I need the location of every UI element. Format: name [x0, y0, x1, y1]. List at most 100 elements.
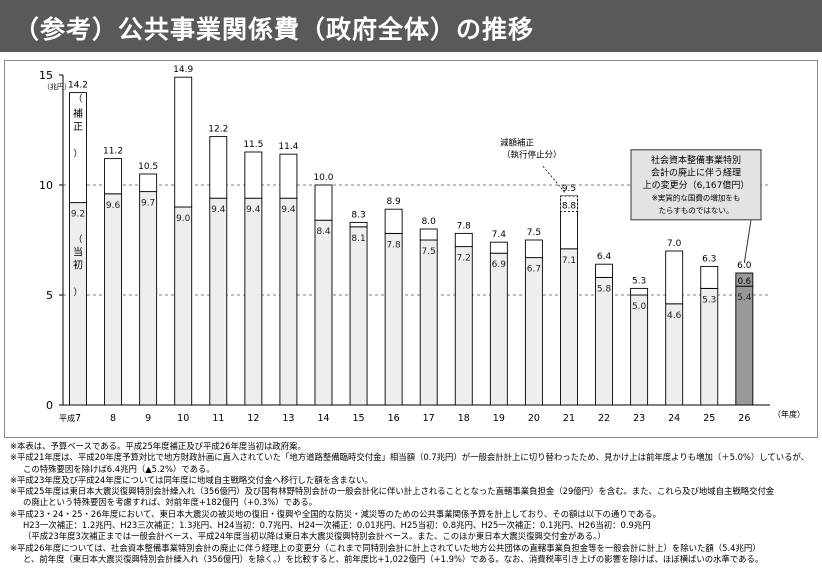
y-tick-label: 0: [46, 399, 53, 412]
x-tick-label: 17: [423, 413, 435, 424]
title-bar: （参考）公共事業関係費（政府全体）の推移: [0, 0, 822, 52]
x-tick-label: 7: [75, 413, 81, 424]
total-label: 5.3: [632, 276, 646, 286]
callout-text: 会計の廃止に伴う経理: [651, 166, 741, 178]
bar-supplementary: [454, 232, 473, 248]
bar-initial: [244, 197, 263, 406]
y-unit-label: （兆円）: [43, 82, 71, 91]
x-tick-label: 12: [247, 413, 259, 424]
reduction-value-label: 8.8: [562, 201, 577, 211]
bar-supplementary: [489, 241, 508, 254]
bar-initial: [314, 219, 333, 406]
bar-supplementary: [384, 208, 403, 234]
total-label: 10.0: [313, 173, 333, 183]
x-tick-label: 11: [212, 413, 224, 424]
legend-initial-char: 当: [73, 245, 83, 258]
note-line: （平成23年度3次補正までは一般会計ベース、平成24年度当初以降は東日本大震災復…: [23, 531, 606, 542]
bar-supplementary: [314, 184, 333, 221]
total-label: 8.9: [386, 197, 401, 207]
note-line: この特殊要因を除けば6.4兆円（▲5.2%）である。: [23, 463, 215, 474]
x-tick-label: 13: [282, 413, 294, 424]
bar-supplementary: [104, 158, 123, 195]
chart-frame: 0 5 10 15 （兆円） 平成 （年度） 14.2 9.2 7 11.2 9.6 8 10.5 9.7 9…: [4, 60, 818, 438]
total-label: 12.2: [208, 125, 228, 135]
total-label: 14.9: [173, 65, 193, 75]
x-tick-label: 8: [110, 413, 116, 424]
callout-pointer: [743, 219, 752, 264]
x-unit-label: （年度）: [773, 409, 805, 419]
initial-label: 7.2: [457, 254, 471, 264]
total-label: 6.3: [702, 254, 716, 264]
bar-supplementary: [630, 287, 649, 296]
bar-supplementary: [524, 239, 543, 259]
x-tick-label: 26: [738, 413, 750, 424]
total-label: 7.4: [492, 230, 507, 240]
total-label: 6.4: [597, 252, 612, 262]
footnotes: ※本表は、予算ベースである。平成25年度補正及び平成26年度当初は政府案。 ※平…: [10, 441, 818, 565]
bar-initial: [279, 197, 298, 406]
total-label: 7.5: [527, 228, 541, 238]
x-prefix-label: 平成: [59, 413, 75, 423]
x-tick-label: 16: [388, 413, 400, 424]
bar-initial: [489, 252, 508, 406]
x-tick-label: 19: [493, 413, 505, 424]
note-line: の廃止という特殊要因を考慮すれば、対前年度+182億円（+0.3%）である。: [23, 497, 318, 508]
bar-supplementary: [139, 173, 158, 193]
initial-label: 6.7: [527, 265, 541, 275]
bar-initial: [524, 257, 543, 406]
bar-initial: [349, 226, 368, 406]
bar-supplementary: [700, 265, 719, 289]
bar-supplementary: [595, 263, 613, 278]
page-title: （参考）公共事業関係費（政府全体）の推移: [14, 15, 535, 44]
bar-supplementary: [279, 153, 298, 199]
total-label: 7.0: [667, 239, 682, 249]
x-tick-label: 9: [145, 413, 151, 424]
note-line: ※平成26年度については、社会資本整備事業特別会計の廃止に伴う経理上の変更分（こ…: [10, 542, 761, 553]
total-label: 9.5: [562, 184, 576, 194]
x-tick-label: 15: [353, 413, 365, 424]
total-label: 10.5: [138, 162, 158, 172]
callout-text: ※実質的な国費の増加をも: [652, 192, 741, 202]
initial-label: 9.4: [281, 205, 296, 215]
bar-supplementary: [69, 92, 87, 204]
bar-supplementary: [174, 76, 193, 208]
initial-label: 5.4: [737, 293, 752, 303]
legend-supplementary-char: 補: [73, 107, 83, 120]
y-tick-label: 5: [46, 289, 53, 302]
bar-initial: [384, 232, 403, 406]
initial-label: 9.7: [141, 199, 155, 209]
y-tick-label: 15: [39, 69, 53, 82]
total-label: 6.0: [737, 261, 752, 271]
note-line: ※平成21年度は、平成20年度予算対比で地方財政計画に直入されていた「地方道路整…: [10, 452, 810, 463]
note-line: ※本表は、予算ベースである。平成25年度補正及び平成26年度当初は政府案。: [10, 441, 306, 451]
callout-text: 社会資本整備事業特別: [651, 154, 741, 166]
legend-paren-close: ）: [73, 148, 82, 159]
bar-initial: [139, 191, 158, 406]
initial-label: 9.4: [246, 205, 261, 215]
legend-supplementary-char: 正: [73, 122, 83, 133]
initial-label: 4.6: [667, 311, 682, 321]
total-label: 8.3: [351, 210, 365, 220]
x-tick-label: 21: [563, 413, 575, 424]
initial-label: 7.8: [386, 240, 401, 250]
initial-label: 9.0: [176, 214, 191, 224]
total-label: 11.2: [103, 147, 123, 157]
legend-initial-char: 初: [73, 258, 83, 271]
transfer-value-label: 0.6: [738, 277, 752, 287]
bar-initial: [104, 193, 123, 406]
total-label: 8.0: [422, 217, 437, 227]
bar-initial: [69, 202, 87, 406]
initial-label: 9.4: [211, 205, 226, 215]
initial-label: 5.0: [632, 302, 647, 312]
note-line: ※平成23・24・25・26年度において、東日本大震災の被災地の復旧・復興や全国…: [10, 508, 662, 519]
bar-supplementary: [349, 221, 368, 228]
total-label: 14.2: [68, 81, 88, 91]
x-tick-label: 24: [668, 413, 680, 424]
x-tick-label: 22: [598, 413, 610, 424]
bar-initial: [595, 276, 613, 406]
total-label: 11.5: [243, 140, 263, 150]
legend-paren-open: （: [73, 234, 82, 245]
bar-supplementary: [209, 136, 228, 199]
bar-initial: [174, 206, 193, 406]
